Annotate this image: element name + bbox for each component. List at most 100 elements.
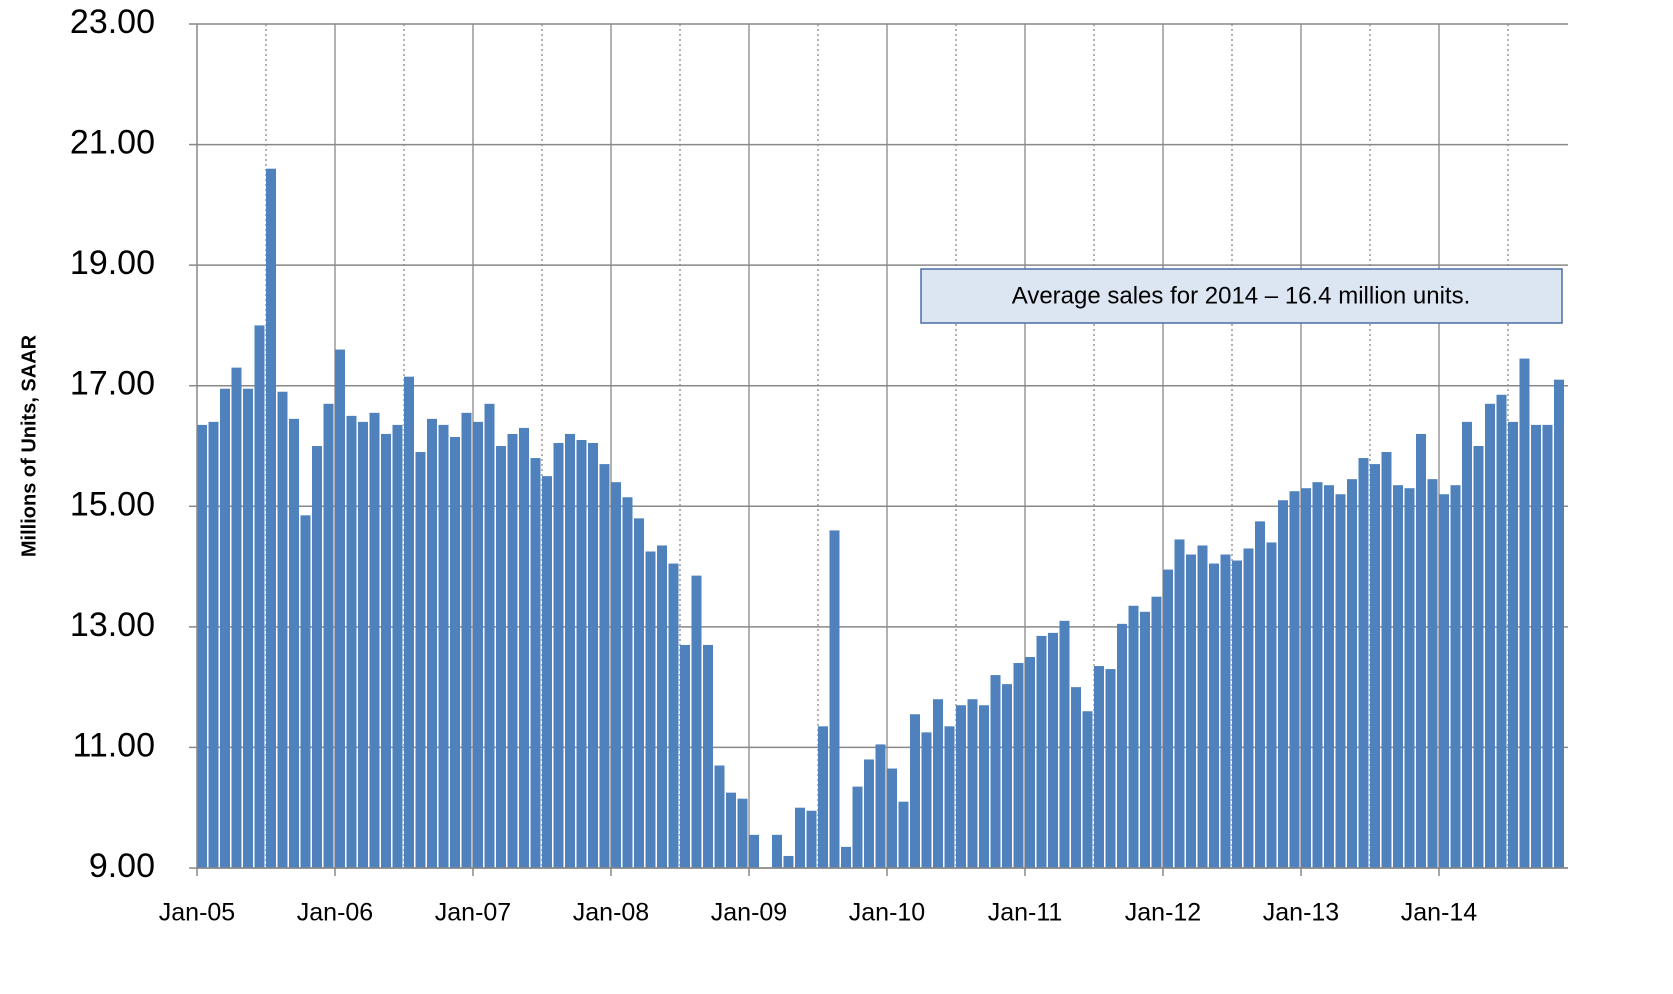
bar (645, 551, 656, 868)
bar (887, 768, 897, 868)
bar (1531, 424, 1541, 868)
y-tick-label: 15.00 (70, 485, 155, 523)
bar (611, 482, 621, 868)
bar (1335, 494, 1346, 868)
bar (369, 412, 380, 868)
bar (1450, 485, 1461, 868)
bar (944, 726, 955, 868)
bar (956, 705, 966, 868)
bar (461, 412, 472, 868)
x-tick-label: Jan-09 (711, 899, 787, 927)
bar (1209, 563, 1219, 868)
bar (381, 433, 391, 868)
bar (1094, 666, 1104, 868)
bar (795, 807, 805, 868)
bar (841, 846, 851, 868)
bar (231, 367, 242, 868)
bar (323, 403, 334, 868)
bar (898, 801, 909, 868)
bar (1404, 488, 1415, 868)
bar (1496, 394, 1507, 868)
bar (565, 433, 575, 868)
x-tick-label: Jan-13 (1263, 899, 1339, 927)
bar (1071, 687, 1081, 868)
bar (289, 418, 299, 868)
bar (1358, 458, 1369, 868)
bar (197, 424, 207, 868)
bar (243, 388, 253, 868)
bar (473, 421, 483, 868)
bar (220, 388, 230, 868)
bar (703, 644, 713, 868)
bar (749, 834, 759, 868)
y-tick-label: 9.00 (89, 847, 155, 885)
bar (634, 518, 644, 868)
bar (1473, 446, 1484, 868)
bar (1163, 569, 1173, 868)
bar (691, 575, 702, 868)
bar (1554, 379, 1564, 868)
x-tick-label: Jan-05 (159, 899, 235, 927)
bar (875, 744, 886, 868)
bar (1439, 494, 1449, 868)
annotation: Average sales for 2014 – 16.4 million un… (1012, 282, 1471, 309)
bar (542, 476, 552, 868)
bar (772, 834, 782, 868)
x-tick-label: Jan-11 (988, 899, 1063, 927)
bar (852, 786, 863, 868)
bar (967, 699, 978, 868)
bar (588, 442, 598, 868)
bar (1186, 554, 1196, 868)
bar (979, 705, 989, 868)
bar (1013, 663, 1024, 868)
bar (1140, 611, 1150, 868)
bar (254, 325, 265, 868)
x-tick-label: Jan-07 (435, 899, 511, 927)
bar (415, 452, 426, 868)
bar (1485, 403, 1495, 868)
x-tick-label: Jan-08 (573, 899, 649, 927)
bar (1220, 554, 1231, 868)
bar (910, 714, 920, 868)
bar (1301, 488, 1311, 868)
bar (818, 726, 828, 868)
bar (484, 403, 495, 868)
y-tick-label: 17.00 (70, 365, 155, 403)
bar (806, 810, 817, 868)
bar (438, 424, 449, 868)
y-tick-label: 19.00 (70, 244, 155, 282)
bar (1036, 635, 1047, 868)
bar (358, 421, 368, 868)
bar (1266, 542, 1277, 868)
bar (1082, 711, 1093, 868)
bar (1381, 452, 1392, 868)
bar (933, 699, 943, 868)
bar (990, 675, 1001, 868)
y-tick-label: 11.00 (72, 726, 155, 764)
bar (1197, 545, 1208, 868)
bar (1278, 500, 1288, 868)
bar (1542, 424, 1553, 868)
bar (312, 446, 322, 868)
bar (726, 792, 736, 868)
y-axis-label: Millions of Units, SAAR (18, 334, 40, 557)
bar (553, 442, 564, 868)
bar (1462, 421, 1472, 868)
y-tick-label: 23.00 (70, 3, 155, 41)
bar (1416, 433, 1426, 868)
bar (1059, 620, 1070, 868)
bar (1128, 605, 1139, 868)
bar (1002, 684, 1012, 868)
y-tick-label: 21.00 (70, 124, 155, 162)
bar (576, 439, 587, 868)
bar (1105, 669, 1116, 868)
bar (657, 545, 667, 868)
bar (266, 168, 276, 868)
bar (1151, 596, 1162, 868)
bar (1048, 632, 1058, 868)
bar (519, 427, 529, 868)
bar (1312, 482, 1323, 868)
bar (714, 765, 725, 868)
bar (1324, 485, 1334, 868)
bar (1347, 479, 1357, 868)
